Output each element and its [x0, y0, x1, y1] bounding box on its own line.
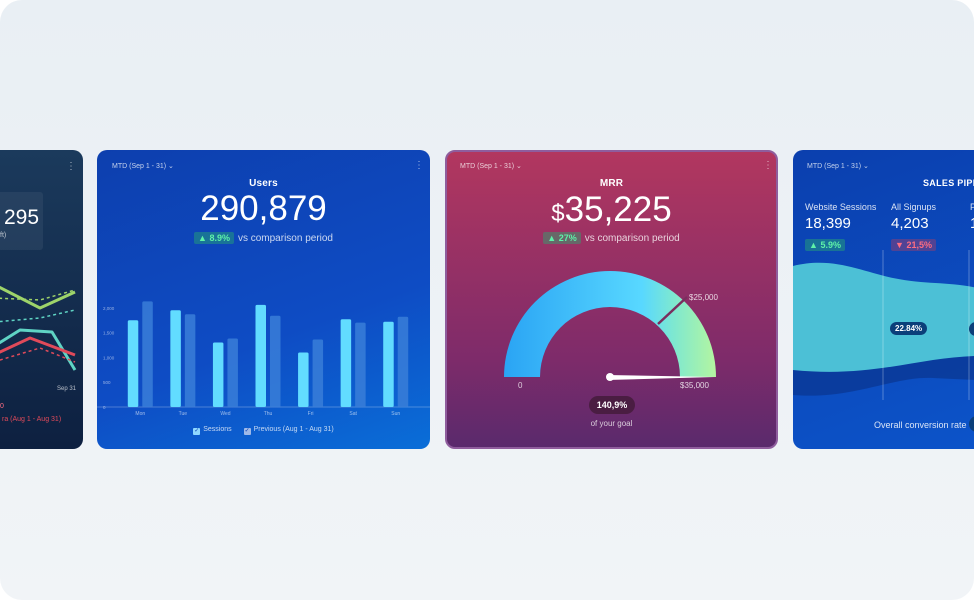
y-tick-label: 0 [103, 405, 106, 410]
legend-item-sessions[interactable]: ✓ Sessions [193, 426, 232, 435]
x-axis-end-label: Sep 31 [57, 386, 77, 392]
comparison-row: ▲ 8.9% vs comparison period [97, 232, 430, 244]
goal-percent-pill: 140,9% [589, 396, 635, 414]
x-tick-label: Thu [264, 411, 273, 417]
bar-sessions[interactable] [212, 342, 224, 407]
gauge-min-label: 0 [518, 381, 523, 390]
change-badge: ▲ 5.9% [805, 239, 845, 251]
kpi-value-partial: 295 [4, 206, 40, 229]
date-range-label: MTD (Sep 1 - 31) [112, 163, 167, 170]
arrow-up-icon: ▲ [547, 233, 557, 243]
card-title: MRR [599, 178, 624, 189]
conversion-rate-pill-partial [969, 416, 974, 432]
funnel-area-front [793, 262, 974, 372]
change-badge: ▼ 21,5% [891, 239, 936, 251]
card-title: SALES PIPE [923, 178, 974, 188]
y-tick-label: 500 [103, 380, 111, 385]
arrow-up-icon: ▲ [198, 233, 207, 243]
gauge-max-label: $35,000 [680, 381, 709, 390]
more-options-icon[interactable]: ⋮ [66, 161, 76, 172]
legend-item-previous[interactable]: ✓ Previous (Aug 1 - Aug 31) [243, 426, 334, 435]
kpi-subtext-partial: ft) [0, 232, 7, 239]
comparison-label: vs comparison period [237, 233, 333, 244]
card-title: Users [249, 178, 278, 189]
chevron-down-icon: ⌄ [863, 163, 869, 170]
gauge-arc [504, 271, 716, 377]
series-line-red-dashed [0, 347, 76, 363]
footer-label: Overall conversion rate [874, 420, 967, 430]
sales-pipeline-card[interactable]: MTD (Sep 1 - 31) ⌄ SALES PIPE Website Se… [793, 150, 974, 449]
y-tick-label: 1,500 [103, 331, 115, 336]
date-range-label: MTD (Sep 1 - 31) [460, 163, 515, 170]
series-line-teal [0, 328, 77, 371]
metric-partial: P 1 [970, 202, 974, 232]
change-badge: ▲ 8.9% [194, 232, 234, 244]
kpi-value: $35,225 [551, 190, 672, 229]
date-range-dropdown[interactable]: MTD (Sep 1 - 31) ⌄ [460, 162, 522, 170]
gauge-goal-label: $25,000 [689, 293, 718, 302]
x-tick-label: Sat [349, 411, 357, 417]
checkbox-checked-icon: ✓ [243, 428, 251, 435]
chevron-down-icon: ⌄ [168, 163, 174, 170]
checkbox-checked-icon: ✓ [193, 428, 201, 435]
x-tick-label: Tue [179, 411, 188, 417]
gauge-goal-marker [657, 296, 688, 325]
date-range-label: MTD (Sep 1 - 31) [807, 163, 862, 170]
comparison-label: vs comparison period [584, 233, 680, 244]
bar-sessions[interactable] [383, 321, 394, 407]
bar-previous[interactable] [184, 314, 196, 407]
users-card[interactable]: MTD (Sep 1 - 31) ⌄ ⋮ Users 290,879 ▲ 8.9… [97, 150, 430, 449]
step-conversion-pill: 22.84% [890, 322, 928, 335]
bar-previous[interactable] [142, 301, 153, 407]
more-options-icon[interactable]: ⋮ [763, 160, 773, 171]
bar-sessions[interactable] [255, 304, 267, 407]
more-options-icon[interactable]: ⋮ [414, 160, 424, 171]
x-tick-label: Fri [308, 411, 314, 417]
x-tick-label: Sun [391, 411, 400, 417]
bar-sessions[interactable] [127, 320, 139, 407]
kpi-value: 290,879 [200, 189, 327, 228]
line-chart [0, 285, 77, 371]
metric-website-sessions: Website Sessions 18,399 ▲ 5.9% [805, 202, 877, 251]
bar-previous[interactable] [355, 322, 366, 407]
y-tick-label: 1,000 [103, 355, 115, 360]
bar-sessions[interactable] [170, 310, 181, 407]
x-tick-label: Wed [220, 411, 230, 417]
series-line-green [0, 285, 76, 310]
value-box [0, 192, 43, 250]
mrr-gauge [504, 271, 716, 381]
funnel-chart [793, 250, 974, 400]
y-tick-label: 2,000 [103, 306, 115, 311]
change-badge: ▲ 27% [543, 232, 581, 244]
chevron-down-icon: ⌄ [516, 163, 522, 170]
metric-all-signups: All Signups 4,203 ▼ 21,5% [891, 202, 937, 251]
bar-sessions[interactable] [340, 319, 352, 407]
bar-sessions[interactable] [298, 352, 309, 407]
mrr-card[interactable]: MTD (Sep 1 - 31) ⌄ ⋮ MRR $35,225 ▲ 27% vs… [445, 150, 778, 449]
x-tick-label: Mon [135, 411, 145, 417]
sessions-bar-chart: 0 500 1,000 1,500 2,000 Mon Tue Wed Thu Fri Sat Sun [97, 301, 430, 417]
date-range-dropdown[interactable]: MTD (Sep 1 - 31) ⌄ [112, 162, 174, 170]
chart-legend: ✓ Sessions ✓ Previous (Aug 1 - Aug 31) [97, 426, 430, 435]
bar-previous[interactable] [270, 315, 281, 407]
comparison-row: ▲ 27% vs comparison period [447, 232, 776, 244]
goal-caption: of your goal [590, 419, 633, 428]
arrow-up-icon: ▲ [809, 240, 818, 250]
series-line-teal-dashed [0, 309, 76, 323]
status-badge-partial: 0 [0, 403, 4, 410]
date-range-dropdown[interactable]: MTD (Sep 1 - 31) ⌄ [807, 162, 869, 170]
arrow-down-icon: ▼ [895, 240, 904, 250]
legend-partial: ra (Aug 1 - Aug 31) [2, 416, 62, 423]
bar-previous[interactable] [397, 316, 409, 407]
series-line-red [0, 336, 76, 357]
series-line-green-dashed [0, 289, 76, 301]
gauge-needle [607, 375, 715, 380]
bar-previous[interactable] [312, 339, 324, 407]
partial-dashboard-card-left[interactable]: ⋮ 295 ft) Sep 31 0 ra (Aug 1 - Aug 31) [0, 150, 83, 449]
gauge-needle-hub [606, 373, 614, 381]
bar-previous[interactable] [227, 338, 238, 407]
currency-symbol: $ [551, 200, 565, 227]
step-conversion-pill-partial [969, 322, 974, 336]
